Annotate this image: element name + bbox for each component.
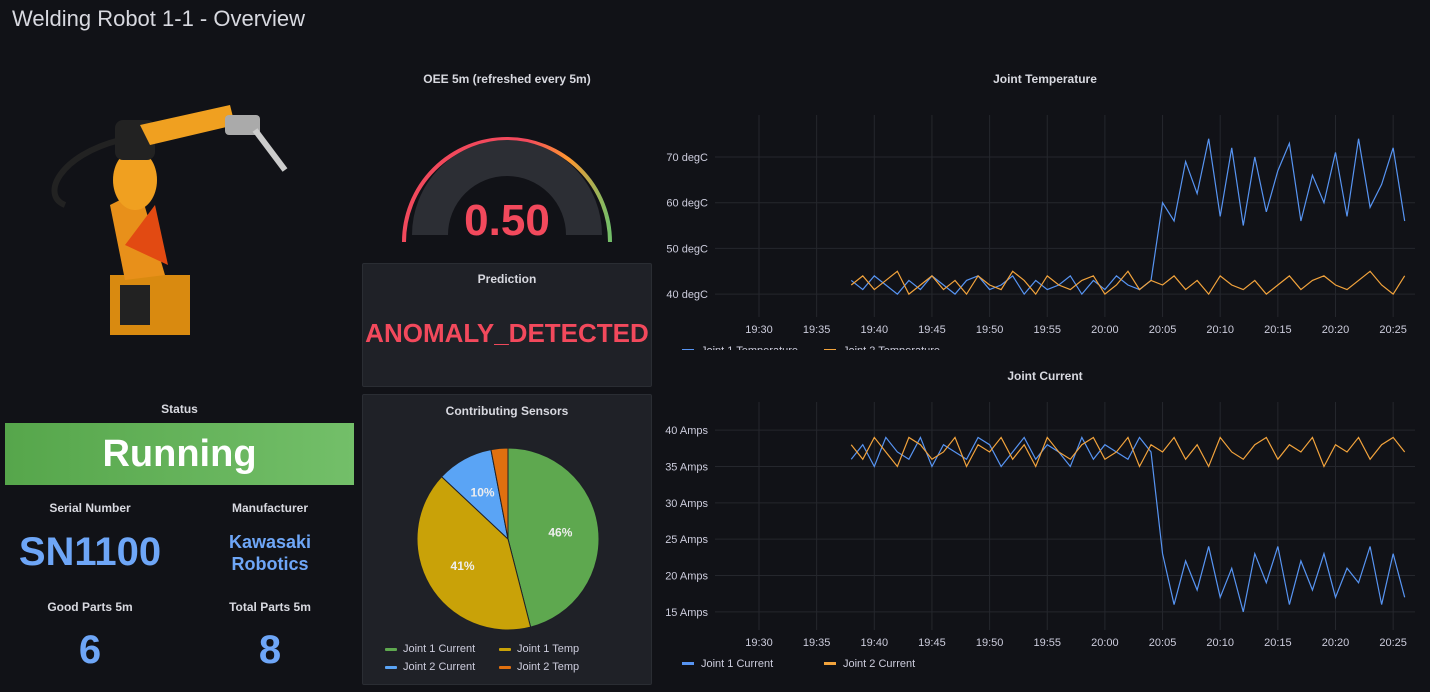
legend-swatch	[385, 665, 397, 669]
x-tick-label: 20:05	[1149, 324, 1177, 336]
legend-label[interactable]: Joint 1 Temperature	[701, 345, 798, 350]
legend-swatch	[499, 647, 511, 651]
status-value: Running	[5, 423, 354, 485]
good-parts-label: Good Parts 5m	[47, 600, 133, 614]
x-tick-label: 19:40	[861, 637, 889, 649]
page-title: Welding Robot 1-1 - Overview	[12, 6, 306, 31]
x-tick-label: 19:50	[976, 637, 1004, 649]
pie-slice-1[interactable]	[416, 475, 532, 631]
pie-slice-0[interactable]	[507, 447, 600, 628]
legend-label[interactable]: Joint 2 Temperature	[843, 345, 940, 350]
legend-swatch	[824, 349, 836, 350]
x-tick-label: 19:30	[745, 637, 773, 649]
total-parts-value: 8	[258, 628, 282, 672]
serial-value: SN1100	[18, 530, 162, 574]
manufacturer-label: Manufacturer	[231, 501, 308, 515]
series-line-0	[850, 436, 1406, 612]
serial-label: Serial Number	[49, 501, 131, 515]
series-line-0	[850, 138, 1406, 296]
x-tick-label: 20:25	[1379, 637, 1407, 649]
legend-label[interactable]: Joint 1 Current	[701, 658, 773, 670]
x-tick-label: 19:45	[918, 637, 946, 649]
y-tick-label: 70 degC	[666, 152, 708, 164]
series-line-1	[850, 270, 1406, 296]
x-tick-label: 20:20	[1322, 637, 1350, 649]
status-title: Status	[161, 402, 198, 416]
x-tick-label: 20:10	[1206, 637, 1234, 649]
x-tick-label: 19:35	[803, 637, 831, 649]
legend-label[interactable]: Joint 2 Current	[843, 658, 915, 670]
x-tick-label: 20:00	[1091, 324, 1119, 336]
pie-label-2: 10%	[471, 486, 495, 500]
legend-label: Joint 2 Temp	[517, 661, 580, 673]
contributing-sensors-panel: Contributing Sensors 46% 41% 10% Joint 1 C…	[362, 394, 652, 685]
x-tick-label: 20:15	[1264, 637, 1292, 649]
x-tick-label: 20:20	[1322, 324, 1350, 336]
manufacturer-line1: Kawasaki	[228, 532, 312, 552]
pie-chart: 46% 41% 10%	[416, 447, 600, 631]
legend-label: Joint 2 Current	[403, 661, 476, 673]
x-tick-label: 20:10	[1206, 324, 1234, 336]
manufacturer-value: Kawasaki Robotics	[180, 531, 360, 575]
y-tick-label: 30 Amps	[665, 498, 708, 510]
oee-title: OEE 5m (refreshed every 5m)	[423, 72, 591, 86]
x-tick-label: 19:40	[861, 324, 889, 336]
y-tick-label: 40 Amps	[665, 425, 708, 437]
x-tick-label: 20:05	[1149, 637, 1177, 649]
y-tick-label: 35 Amps	[665, 462, 708, 474]
oee-value: 0.50	[464, 196, 550, 245]
x-tick-label: 20:15	[1264, 324, 1292, 336]
legend-item[interactable]: Joint 1 Current	[385, 643, 485, 655]
x-tick-label: 20:25	[1379, 324, 1407, 336]
x-tick-label: 19:55	[1033, 324, 1061, 336]
pie-legend: Joint 1 Current Joint 1 Temp Joint 2 Curre…	[385, 643, 645, 673]
x-tick-label: 19:55	[1033, 637, 1061, 649]
legend-swatch	[682, 662, 694, 665]
y-tick-label: 50 degC	[666, 243, 708, 255]
y-tick-label: 60 degC	[666, 198, 708, 210]
series-line-1	[850, 436, 1406, 468]
joint-current-chart: 19:30 19:35 19:40 19:45 19:50 19:55 20:00 20:05…	[665, 402, 1415, 670]
legend-item[interactable]: Joint 2 Temp	[499, 661, 599, 673]
x-tick-label: 19:35	[803, 324, 831, 336]
x-tick-label: 19:45	[918, 324, 946, 336]
joint-temperature-chart: 19:30 19:35 19:40 19:45 19:50 19:55 20:00 20:05…	[666, 115, 1415, 350]
pie-slice-3[interactable]	[490, 447, 509, 540]
good-parts-value: 6	[78, 628, 102, 672]
temp-chart-title: Joint Temperature	[993, 72, 1097, 86]
pie-title: Contributing Sensors	[445, 404, 569, 418]
oee-gauge: 0.50	[402, 137, 612, 245]
legend-item[interactable]: Joint 1 Temp	[499, 643, 599, 655]
legend-swatch	[499, 665, 511, 669]
y-tick-label: 25 Amps	[665, 534, 708, 546]
y-tick-label: 40 degC	[666, 289, 708, 301]
prediction-value: ANOMALY_DETECTED	[365, 318, 649, 348]
total-parts-label: Total Parts 5m	[229, 600, 311, 614]
legend-label: Joint 1 Current	[403, 643, 476, 655]
legend-swatch	[385, 647, 397, 651]
pie-label-0: 46%	[548, 525, 572, 539]
legend-label: Joint 1 Temp	[517, 643, 580, 655]
y-tick-label: 20 Amps	[665, 571, 708, 583]
x-tick-label: 19:50	[976, 324, 1004, 336]
current-chart-title: Joint Current	[1007, 369, 1083, 383]
x-tick-label: 20:00	[1091, 637, 1119, 649]
y-tick-label: 15 Amps	[665, 607, 708, 619]
legend-item[interactable]: Joint 2 Current	[385, 661, 485, 673]
prediction-title: Prediction	[477, 272, 537, 286]
legend-swatch	[824, 662, 836, 665]
manufacturer-line2: Robotics	[231, 554, 309, 574]
x-tick-label: 19:30	[745, 324, 773, 336]
robot-image	[51, 105, 288, 335]
legend-swatch	[682, 349, 694, 350]
pie-label-1: 41%	[451, 559, 475, 573]
prediction-panel: Prediction ANOMALY_DETECTED	[362, 263, 652, 387]
